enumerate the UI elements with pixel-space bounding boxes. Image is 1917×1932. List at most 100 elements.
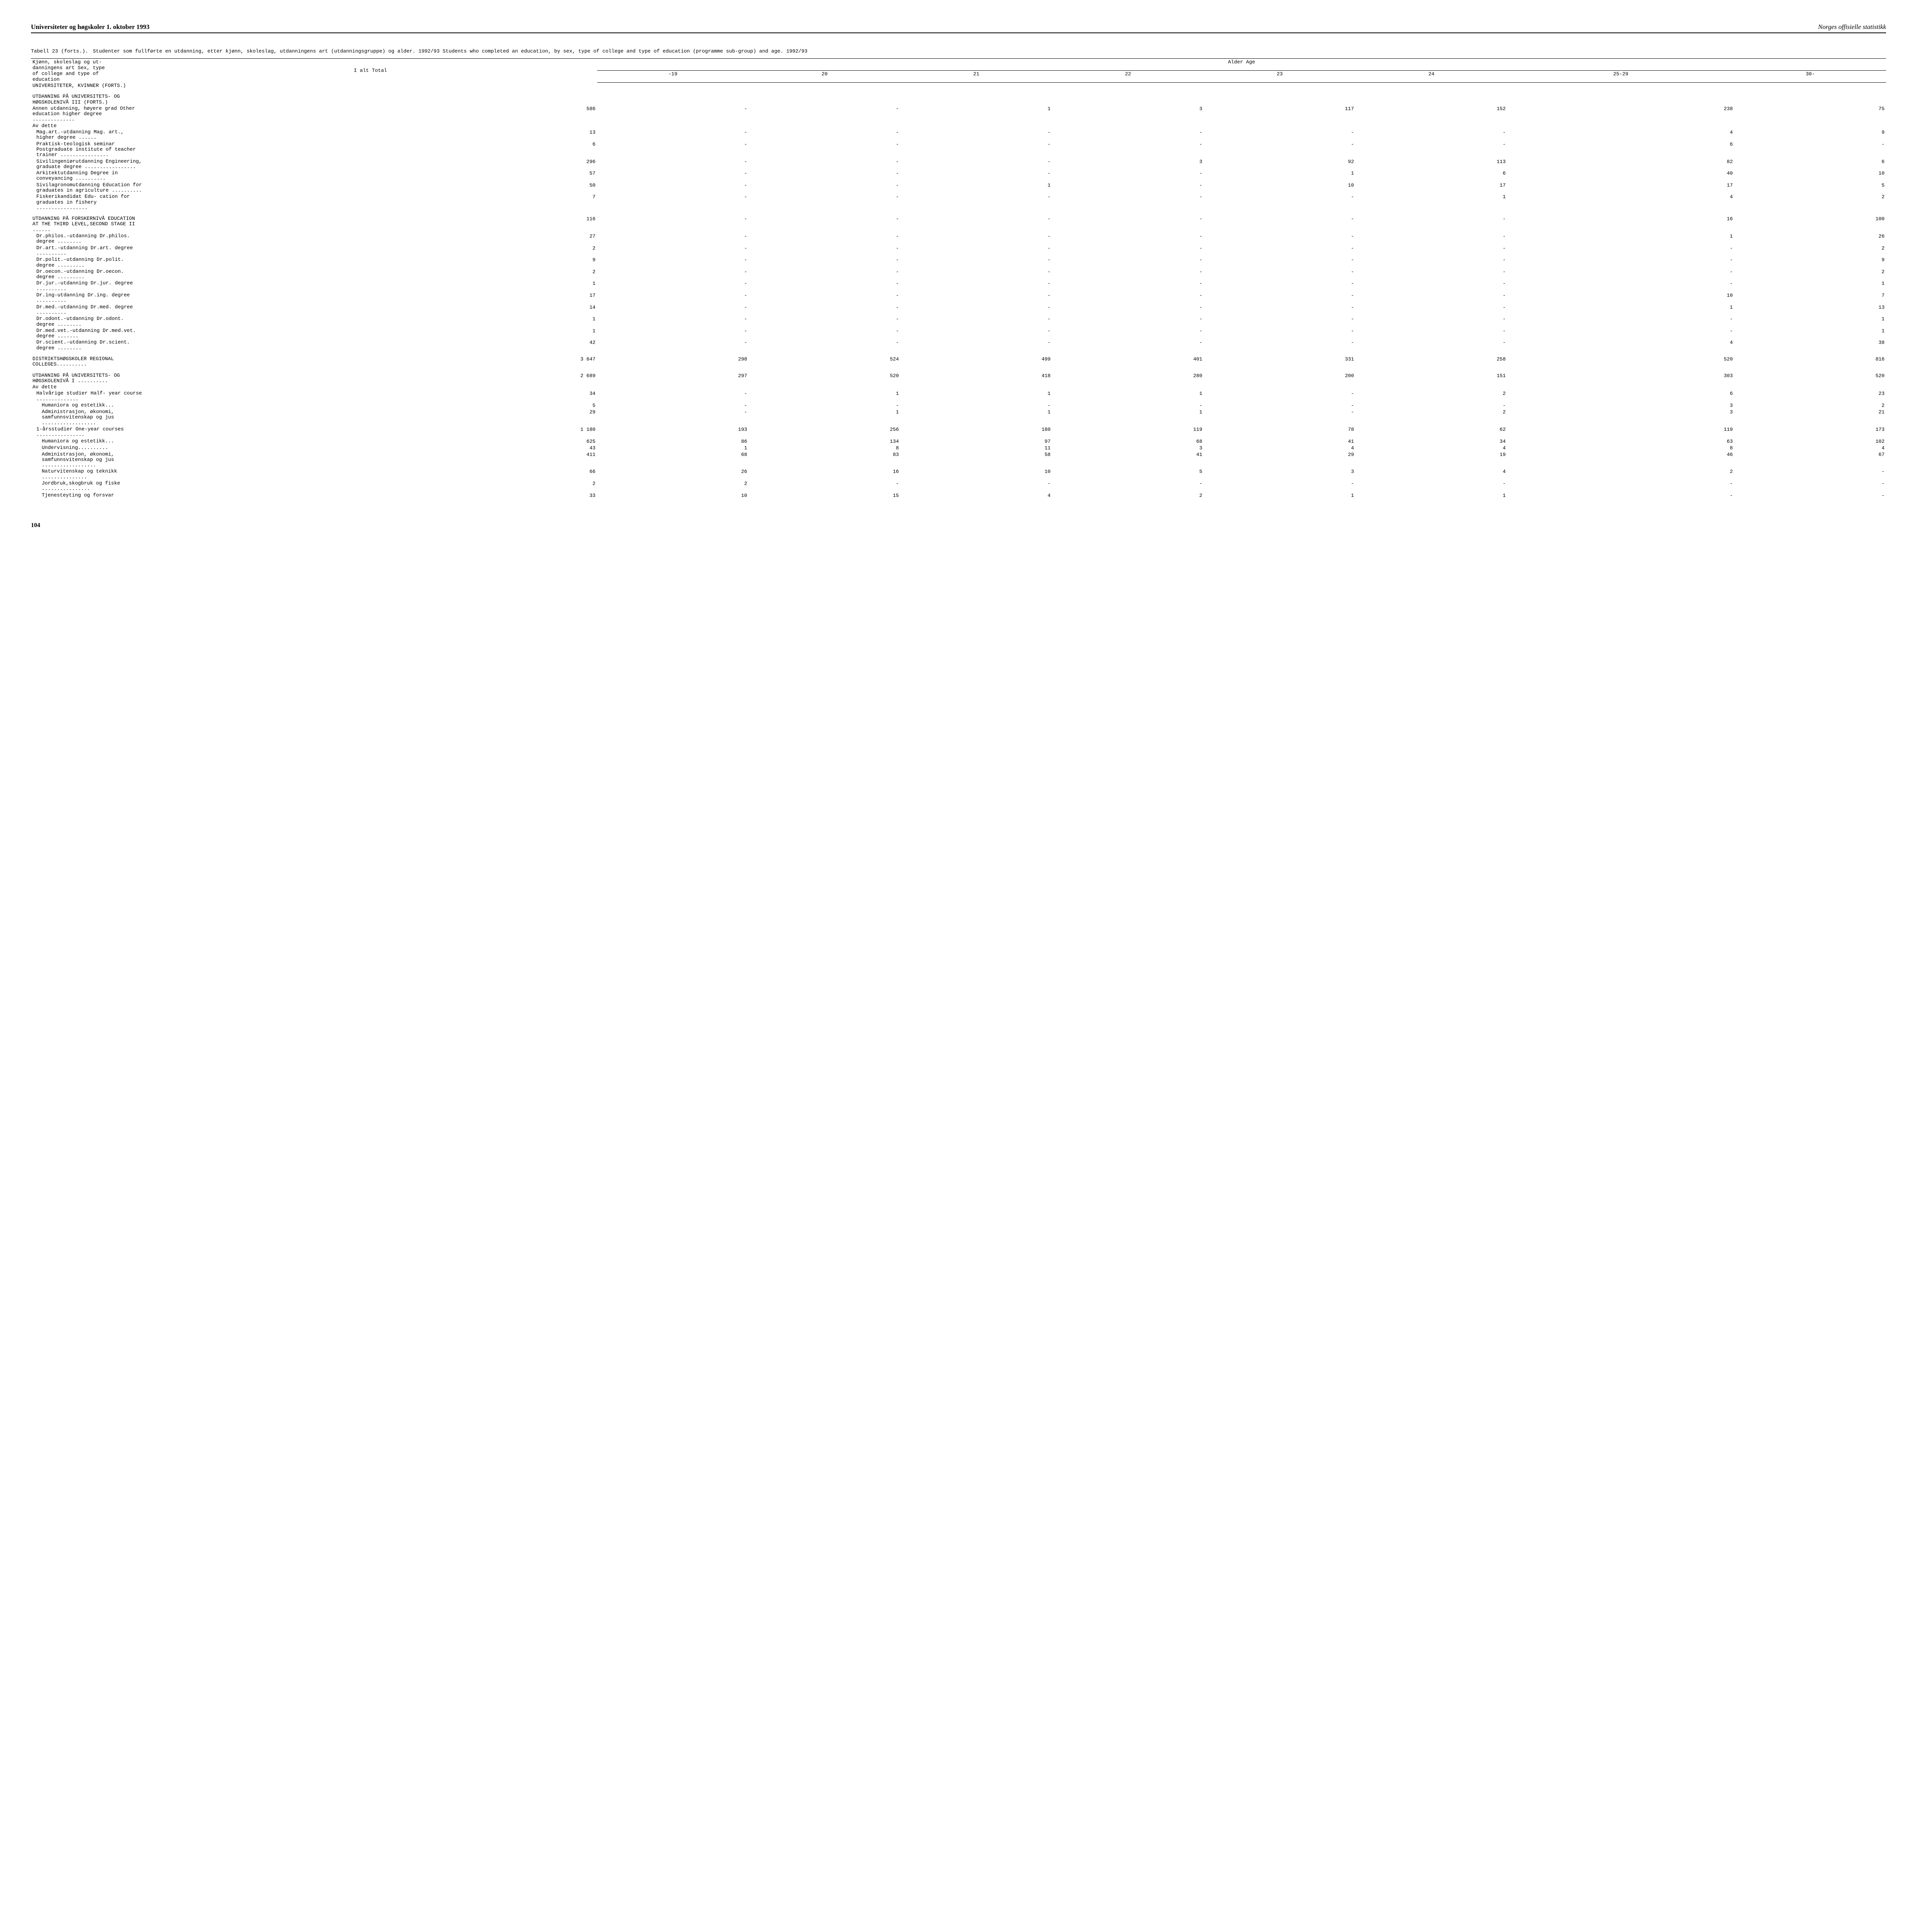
row-value: -	[1355, 480, 1507, 492]
row-value: 280	[1052, 372, 1204, 384]
table-row: Administrasjon, økonomi, samfunnsvitensk…	[31, 451, 1886, 469]
row-value: -	[1355, 339, 1507, 351]
row-value: -	[1204, 216, 1356, 233]
row-value: -	[597, 194, 749, 211]
table-body: UNIVERSITETER, KVINNER (FORTS.)UTDANNING…	[31, 83, 1886, 499]
row-value: 1	[1052, 409, 1204, 426]
age-col: 20	[749, 71, 901, 83]
row-value	[144, 384, 597, 390]
row-label: 1-årsstudier One-year courses ..........…	[31, 426, 144, 438]
row-value: 6	[1734, 158, 1886, 170]
row-value: -	[597, 339, 749, 351]
row-value	[901, 123, 1052, 129]
row-value: -	[901, 292, 1052, 304]
row-value: -	[1204, 390, 1356, 402]
row-value	[1052, 384, 1204, 390]
row-value: -	[901, 269, 1052, 281]
age-col: 25-29	[1507, 71, 1735, 83]
row-value: -	[597, 269, 749, 281]
age-col: -19	[597, 71, 749, 83]
row-label: Halvårige studier Half- year course ....…	[31, 390, 144, 402]
row-value: -	[749, 257, 901, 269]
table-title-label: Tabell 23 (forts.).	[31, 49, 93, 54]
row-value: 10	[1204, 182, 1356, 194]
row-label: DISTRIKTSHØGSKOLER REGIONAL COLLEGES....…	[31, 356, 144, 368]
row-value: 5	[1052, 468, 1204, 480]
row-value: -	[901, 170, 1052, 182]
row-value: -	[749, 316, 901, 328]
row-label: Naturvitenskap og teknikk ..............…	[31, 468, 144, 480]
row-value	[1204, 83, 1356, 89]
row-value: 1	[144, 328, 597, 340]
stub-line: education	[32, 77, 60, 82]
row-value: 2	[597, 480, 749, 492]
age-col: 30-	[1734, 71, 1886, 83]
row-label: Dr.odont.-utdanning Dr.odont. degree ...…	[31, 316, 144, 328]
row-value: -	[1052, 257, 1204, 269]
row-value: -	[597, 280, 749, 292]
row-value: 134	[749, 438, 901, 445]
table-row: Jordbruk,skogbruk og fiske .............…	[31, 480, 1886, 492]
row-value: 4	[1734, 445, 1886, 451]
table-row	[31, 368, 1886, 372]
table-row: Naturvitenskap og teknikk ..............…	[31, 468, 1886, 480]
row-value: -	[1052, 182, 1204, 194]
row-value: 2 689	[144, 372, 597, 384]
row-value: -	[1507, 492, 1735, 499]
table-row: Dr.odont.-utdanning Dr.odont. degree ...…	[31, 316, 1886, 328]
row-label: Av dette	[31, 384, 144, 390]
row-value	[1204, 384, 1356, 390]
row-value: 6	[1507, 390, 1735, 402]
row-value: 41	[1052, 451, 1204, 469]
row-value: -	[1355, 316, 1507, 328]
row-value: 66	[144, 468, 597, 480]
row-value: 116	[144, 216, 597, 233]
row-label: Humaniora og estetikk...	[31, 438, 144, 445]
row-value	[1507, 94, 1735, 105]
row-label: Dr.philos.-utdanning Dr.philos. degree .…	[31, 233, 144, 245]
row-value: 238	[1507, 105, 1735, 123]
row-value: -	[1355, 257, 1507, 269]
row-value: -	[1204, 257, 1356, 269]
row-value: 1	[1734, 280, 1886, 292]
row-value: 1	[901, 182, 1052, 194]
row-value: 29	[1204, 451, 1356, 469]
row-value	[1052, 83, 1204, 89]
row-value	[1734, 123, 1886, 129]
row-value	[1355, 94, 1507, 105]
table-row: Dr.med.vet.-utdanning Dr.med.vet. degree…	[31, 328, 1886, 340]
row-value: 16	[749, 468, 901, 480]
row-value: -	[1507, 316, 1735, 328]
row-value: 3	[1507, 402, 1735, 409]
row-value: -	[597, 328, 749, 340]
row-value: -	[1052, 141, 1204, 158]
stub-line: of college and type of	[32, 71, 99, 77]
row-label: Dr.art.-utdanning Dr.art. degree .......…	[31, 245, 144, 257]
table-row: Humaniora og estetikk...6258613497684134…	[31, 438, 1886, 445]
row-value: -	[597, 233, 749, 245]
row-value: -	[1052, 194, 1204, 211]
row-value: 4	[1507, 194, 1735, 211]
row-value: 75	[1734, 105, 1886, 123]
row-value: -	[1204, 304, 1356, 316]
row-value: -	[901, 339, 1052, 351]
row-value: -	[1204, 316, 1356, 328]
row-value	[1355, 83, 1507, 89]
row-value: -	[1204, 269, 1356, 281]
row-value: 82	[1507, 158, 1735, 170]
row-value	[901, 83, 1052, 89]
row-value: 14	[144, 304, 597, 316]
row-value: 86	[597, 438, 749, 445]
row-value: 524	[749, 356, 901, 368]
section-gap	[31, 211, 1886, 216]
row-value: 3	[1052, 105, 1204, 123]
row-value: -	[1355, 280, 1507, 292]
row-value: 297	[597, 372, 749, 384]
row-value	[749, 384, 901, 390]
row-value: 1	[1734, 328, 1886, 340]
row-value: -	[901, 141, 1052, 158]
row-value: -	[597, 245, 749, 257]
row-value: -	[749, 339, 901, 351]
row-value: 17	[144, 292, 597, 304]
header-right: Norges offisielle statistikk	[1818, 23, 1886, 31]
